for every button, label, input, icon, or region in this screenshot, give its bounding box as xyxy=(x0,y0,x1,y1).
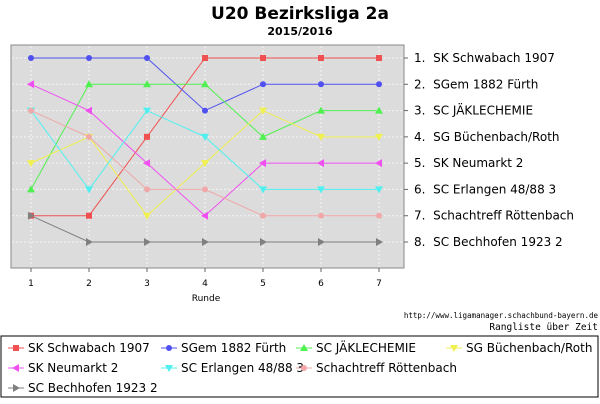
series-6-point-5 xyxy=(259,186,267,194)
legend-label-8: SC Bechhofen 1923 2 xyxy=(28,381,158,395)
x-tick-label-2: 2 xyxy=(86,279,92,289)
x-tick-label-4: 4 xyxy=(202,279,208,289)
x-tick-label-7: 7 xyxy=(376,279,382,289)
legend-label-7: Schachtreff Röttenbach xyxy=(316,361,457,375)
series-2-point-6 xyxy=(318,81,324,88)
source-url: http://www.ligamanager.schachbund-bayern… xyxy=(404,311,599,320)
rank-label-4: 4. SG Büchenbach/Roth xyxy=(414,130,560,144)
series-1-point-7 xyxy=(376,55,382,61)
legend-marker-8 xyxy=(13,384,20,392)
series-4-point-4 xyxy=(201,160,209,168)
series-3-point-2 xyxy=(85,80,93,88)
series-8-point-6 xyxy=(318,238,325,246)
series-2-point-1 xyxy=(28,55,34,61)
series-8-point-7 xyxy=(376,238,383,246)
series-3-point-4 xyxy=(201,80,209,88)
rank-labels: 1. SK Schwabach 1907 2. SGem 1882 Fürth 3.… xyxy=(404,51,574,249)
series-markers xyxy=(27,55,383,246)
series-4-point-1 xyxy=(27,160,35,168)
chart-subtitle: 2015/2016 xyxy=(267,25,333,38)
chart-title: U20 Bezirksliga 2a xyxy=(211,4,389,24)
series-5-point-6 xyxy=(317,159,324,168)
rank-label-1: 1. SK Schwabach 1907 xyxy=(414,51,555,65)
series-6-point-6 xyxy=(317,186,325,194)
series-3-point-3 xyxy=(143,80,151,88)
rank-label-2: 2. SGem 1882 Fürth xyxy=(414,77,538,91)
x-tick-label-1: 1 xyxy=(28,279,34,289)
rank-label-5: 5. SK Neumarkt 2 xyxy=(414,156,523,170)
legend: SK Schwabach 1907 SGem 1882 Fürth SC JÄKLE… xyxy=(8,340,592,395)
series-7-point-6 xyxy=(318,212,324,219)
x-tick-label-3: 3 xyxy=(144,279,150,289)
series-7-point-4 xyxy=(202,186,208,193)
series-7-point-7 xyxy=(376,212,382,219)
series-8-point-5 xyxy=(260,238,267,246)
x-axis-ticks: 1 2 3 4 5 6 7 xyxy=(28,268,382,289)
series-6-point-3 xyxy=(143,107,151,115)
legend-marker-1 xyxy=(13,345,19,351)
series-1-point-2 xyxy=(86,212,92,219)
series-7-point-2 xyxy=(86,133,92,140)
series-2-point-4 xyxy=(202,107,208,114)
series-8-point-2 xyxy=(86,238,93,246)
legend-marker-2 xyxy=(166,345,172,351)
series-5-point-7 xyxy=(375,159,382,168)
series-5-point-4 xyxy=(201,211,208,220)
series-6-point-2 xyxy=(85,186,93,194)
legend-label-4: SG Büchenbach/Roth xyxy=(466,341,592,355)
series-7-point-5 xyxy=(260,212,266,219)
series-2-point-5 xyxy=(260,81,266,88)
series-1-point-3 xyxy=(144,133,150,140)
series-3-point-1 xyxy=(27,185,35,193)
series-6-point-4 xyxy=(201,133,209,141)
series-8-point-3 xyxy=(144,238,151,246)
series-4-point-5 xyxy=(259,107,267,115)
series-6-point-7 xyxy=(375,186,383,194)
series-5-point-1 xyxy=(27,80,34,89)
series-4-point-6 xyxy=(317,133,325,141)
series-1-point-6 xyxy=(318,55,324,61)
rank-label-3: 3. SC JÄKLECHEMIE xyxy=(414,103,533,118)
legend-marker-7 xyxy=(301,365,307,371)
rank-label-7: 7. Schachtreff Röttenbach xyxy=(414,209,574,223)
legend-label-5: SK Neumarkt 2 xyxy=(28,361,118,375)
x-tick-label-6: 6 xyxy=(318,279,324,289)
series-3-point-6 xyxy=(317,106,325,114)
legend-label-2: SGem 1882 Fürth xyxy=(181,341,286,355)
caption: Rangliste über Zeit xyxy=(489,322,598,333)
series-8-point-1 xyxy=(28,211,35,220)
series-5-point-5 xyxy=(259,159,266,168)
series-2-point-2 xyxy=(86,55,92,61)
legend-label-1: SK Schwabach 1907 xyxy=(28,341,150,355)
series-1-point-5 xyxy=(260,55,266,61)
series-4-point-7 xyxy=(375,133,383,141)
series-7-point-1 xyxy=(28,107,34,114)
series-2-point-7 xyxy=(376,81,382,88)
series-3-point-5 xyxy=(259,132,267,140)
series-3-point-7 xyxy=(375,106,383,114)
series-4-point-3 xyxy=(143,212,151,220)
legend-label-6: SC Erlangen 48/88 3 xyxy=(181,361,304,375)
x-axis-label: Runde xyxy=(192,294,221,304)
legend-marker-4 xyxy=(450,345,458,352)
series-2-point-3 xyxy=(144,55,150,61)
series-5-point-2 xyxy=(85,106,92,115)
legend-marker-5 xyxy=(12,364,19,372)
rank-label-6: 6. SC Erlangen 48/88 3 xyxy=(414,182,556,196)
plot-area xyxy=(10,44,405,269)
rank-label-8: 8. SC Bechhofen 1923 2 xyxy=(414,235,563,249)
legend-label-3: SC JÄKLECHEMIE xyxy=(316,340,416,355)
legend-marker-6 xyxy=(165,365,173,372)
series-7-point-3 xyxy=(144,186,150,193)
series-8-point-4 xyxy=(202,238,209,246)
series-5-point-3 xyxy=(143,159,150,168)
legend-marker-3 xyxy=(300,344,308,351)
x-tick-label-5: 5 xyxy=(260,279,266,289)
series-1-point-4 xyxy=(202,55,208,61)
legend-box xyxy=(0,335,599,398)
